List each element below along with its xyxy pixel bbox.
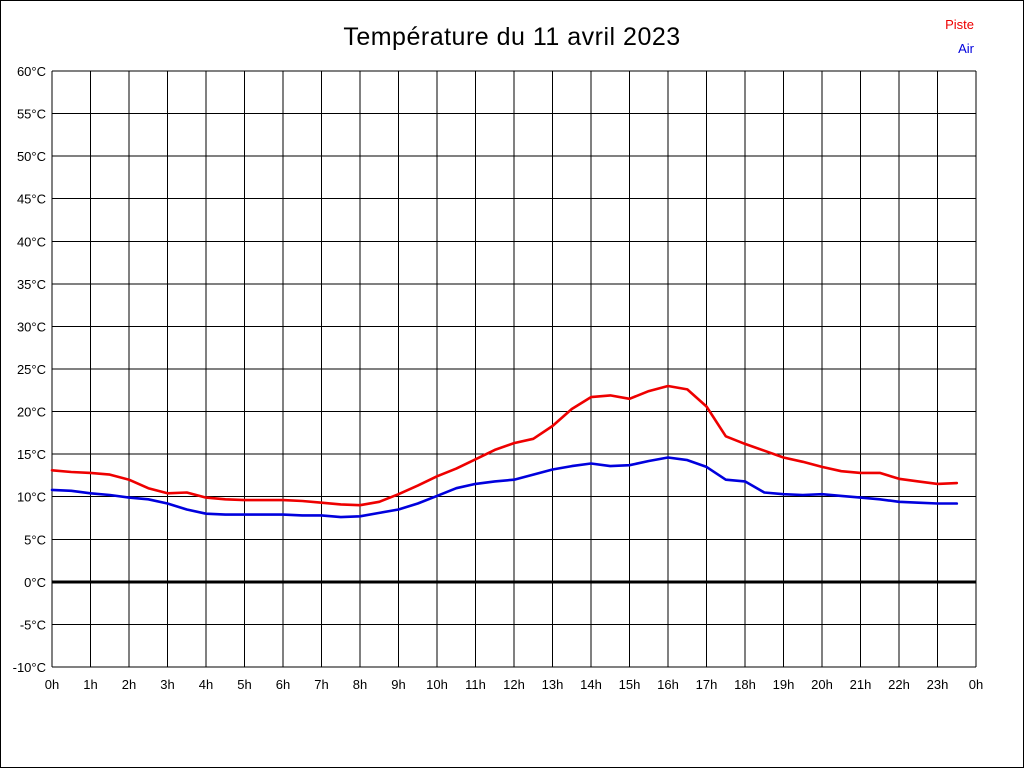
x-tick-label: 13h <box>542 677 564 692</box>
x-tick-label: 8h <box>353 677 367 692</box>
x-tick-label: 18h <box>734 677 756 692</box>
x-tick-label: 1h <box>83 677 97 692</box>
y-tick-label: 55°C <box>17 107 46 122</box>
x-tick-label: 0h <box>45 677 59 692</box>
y-tick-label: 30°C <box>17 319 46 334</box>
y-tick-label: -10°C <box>13 660 46 675</box>
x-tick-label: 9h <box>391 677 405 692</box>
y-tick-label: 20°C <box>17 405 46 420</box>
x-tick-label: 23h <box>927 677 949 692</box>
y-tick-label: 10°C <box>17 490 46 505</box>
legend-item-air: Air <box>958 41 974 56</box>
x-tick-label: 0h <box>969 677 983 692</box>
x-tick-label: 17h <box>696 677 718 692</box>
x-tick-label: 16h <box>657 677 679 692</box>
series-line-air <box>50 456 959 519</box>
y-tick-label: 5°C <box>24 532 46 547</box>
y-tick-label: 35°C <box>17 277 46 292</box>
x-tick-label: 7h <box>314 677 328 692</box>
x-tick-label: 3h <box>160 677 174 692</box>
y-tick-label: 15°C <box>17 447 46 462</box>
x-tick-label: 12h <box>503 677 525 692</box>
y-tick-label: -5°C <box>20 617 46 632</box>
x-tick-label: 19h <box>773 677 795 692</box>
x-tick-label: 6h <box>276 677 290 692</box>
x-tick-label: 20h <box>811 677 833 692</box>
y-tick-label: 0°C <box>24 575 46 590</box>
x-tick-label: 22h <box>888 677 910 692</box>
y-tick-label: 40°C <box>17 234 46 249</box>
x-tick-label: 5h <box>237 677 251 692</box>
y-tick-label: 50°C <box>17 149 46 164</box>
chart-legend: Piste Air <box>945 13 974 61</box>
chart-title: Température du 11 avril 2023 <box>343 23 681 51</box>
x-tick-label: 2h <box>122 677 136 692</box>
series-line-piste <box>50 384 959 507</box>
y-tick-label: 60°C <box>17 64 46 79</box>
legend-item-piste: Piste <box>945 17 974 32</box>
y-tick-label: 25°C <box>17 362 46 377</box>
x-tick-label: 11h <box>465 677 486 692</box>
y-tick-label: 45°C <box>17 192 46 207</box>
x-tick-label: 10h <box>426 677 448 692</box>
x-tick-label: 4h <box>199 677 213 692</box>
x-tick-label: 14h <box>580 677 602 692</box>
x-tick-label: 15h <box>619 677 641 692</box>
x-tick-label: 21h <box>850 677 872 692</box>
